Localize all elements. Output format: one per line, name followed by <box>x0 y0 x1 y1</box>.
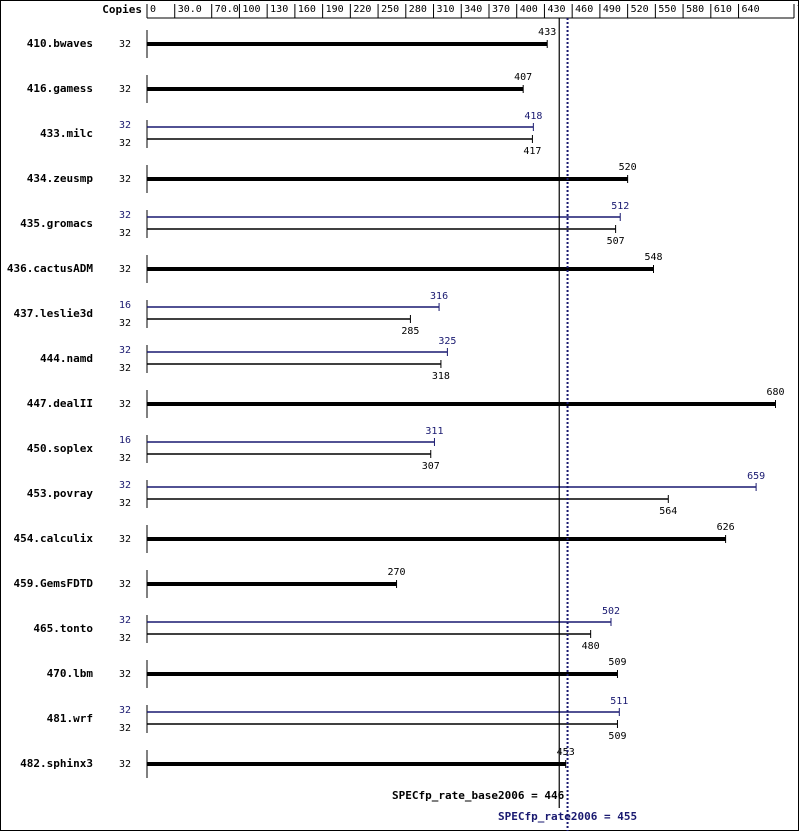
value-label: 270 <box>388 567 406 578</box>
x-tick-label: 30.0 <box>178 4 202 15</box>
copies: 32 <box>119 615 131 626</box>
x-tick-label: 160 <box>298 4 316 15</box>
x-tick-label: 460 <box>575 4 593 15</box>
benchmark-name: 453.povray <box>27 487 94 500</box>
benchmark-name: 459.GemsFDTD <box>14 577 94 590</box>
benchmark-name: 437.leslie3d <box>14 307 93 320</box>
value-label: 407 <box>514 72 532 83</box>
value-label: 680 <box>766 387 784 398</box>
x-tick-label: 310 <box>437 4 455 15</box>
copies: 32 <box>119 759 131 770</box>
copies: 32 <box>119 669 131 680</box>
copies: 32 <box>119 228 131 239</box>
reference-label: SPECfp_rate_base2006 = 446 <box>392 789 565 802</box>
copies: 32 <box>119 633 131 644</box>
value-label: 318 <box>432 371 450 382</box>
value-label: 433 <box>538 27 556 38</box>
x-tick-label: 220 <box>353 4 371 15</box>
x-tick-label: 0 <box>150 4 156 15</box>
benchmark-name: 435.gromacs <box>20 217 93 230</box>
value-label: 659 <box>747 471 765 482</box>
value-label: 325 <box>438 336 456 347</box>
x-tick-label: 700 <box>797 4 799 15</box>
copies: 32 <box>119 264 131 275</box>
x-tick-label: 490 <box>603 4 621 15</box>
benchmark-name: 482.sphinx3 <box>20 757 93 770</box>
copies-header: Copies <box>102 3 142 16</box>
benchmark-name: 444.namd <box>40 352 93 365</box>
copies: 32 <box>119 723 131 734</box>
x-tick-label: 100 <box>242 4 260 15</box>
value-label: 626 <box>717 522 735 533</box>
benchmark-name: 436.cactusADM <box>7 262 93 275</box>
copies: 32 <box>119 453 131 464</box>
x-tick-label: 550 <box>658 4 676 15</box>
copies: 32 <box>119 318 131 329</box>
value-label: 502 <box>602 606 620 617</box>
copies: 32 <box>119 480 131 491</box>
copies: 32 <box>119 399 131 410</box>
benchmark-name: 465.tonto <box>33 622 93 635</box>
copies: 32 <box>119 174 131 185</box>
value-label: 316 <box>430 291 448 302</box>
benchmark-name: 450.soplex <box>27 442 94 455</box>
x-tick-label: 370 <box>492 4 510 15</box>
copies: 32 <box>119 345 131 356</box>
copies: 32 <box>119 210 131 221</box>
x-tick-label: 70.0 <box>215 4 239 15</box>
value-label: 509 <box>608 731 626 742</box>
value-label: 418 <box>524 111 542 122</box>
value-label: 307 <box>422 461 440 472</box>
benchmark-name: 416.gamess <box>27 82 93 95</box>
value-label: 564 <box>659 506 677 517</box>
benchmark-name: 454.calculix <box>14 532 94 545</box>
x-tick-label: 340 <box>464 4 482 15</box>
copies: 32 <box>119 705 131 716</box>
benchmark-name: 434.zeusmp <box>27 172 94 185</box>
value-label: 480 <box>582 641 600 652</box>
benchmark-name: 481.wrf <box>47 712 93 725</box>
value-label: 417 <box>523 146 541 157</box>
x-tick-label: 400 <box>520 4 538 15</box>
value-label: 512 <box>611 201 629 212</box>
x-tick-label: 640 <box>742 4 760 15</box>
value-label: 285 <box>401 326 419 337</box>
value-label: 548 <box>644 252 662 263</box>
x-tick-label: 520 <box>631 4 649 15</box>
benchmark-name: 470.lbm <box>47 667 94 680</box>
x-tick-label: 610 <box>714 4 732 15</box>
copies: 32 <box>119 84 131 95</box>
value-label: 311 <box>425 426 443 437</box>
copies: 32 <box>119 120 131 131</box>
copies: 32 <box>119 39 131 50</box>
copies: 32 <box>119 579 131 590</box>
x-tick-label: 580 <box>686 4 704 15</box>
copies: 16 <box>119 300 131 311</box>
x-tick-label: 130 <box>270 4 288 15</box>
value-label: 507 <box>607 236 625 247</box>
copies: 16 <box>119 435 131 446</box>
copies: 32 <box>119 498 131 509</box>
benchmark-name: 410.bwaves <box>27 37 93 50</box>
x-tick-label: 190 <box>326 4 344 15</box>
copies: 32 <box>119 534 131 545</box>
x-tick-label: 430 <box>547 4 565 15</box>
value-label: 509 <box>608 657 626 668</box>
reference-label: SPECfp_rate2006 = 455 <box>498 810 637 823</box>
x-tick-label: 280 <box>409 4 427 15</box>
copies: 32 <box>119 138 131 149</box>
value-label: 520 <box>619 162 637 173</box>
x-tick-label: 250 <box>381 4 399 15</box>
value-label: 453 <box>557 747 575 758</box>
benchmark-name: 433.milc <box>40 127 93 140</box>
benchmark-name: 447.dealII <box>27 397 93 410</box>
value-label: 511 <box>610 696 628 707</box>
copies: 32 <box>119 363 131 374</box>
